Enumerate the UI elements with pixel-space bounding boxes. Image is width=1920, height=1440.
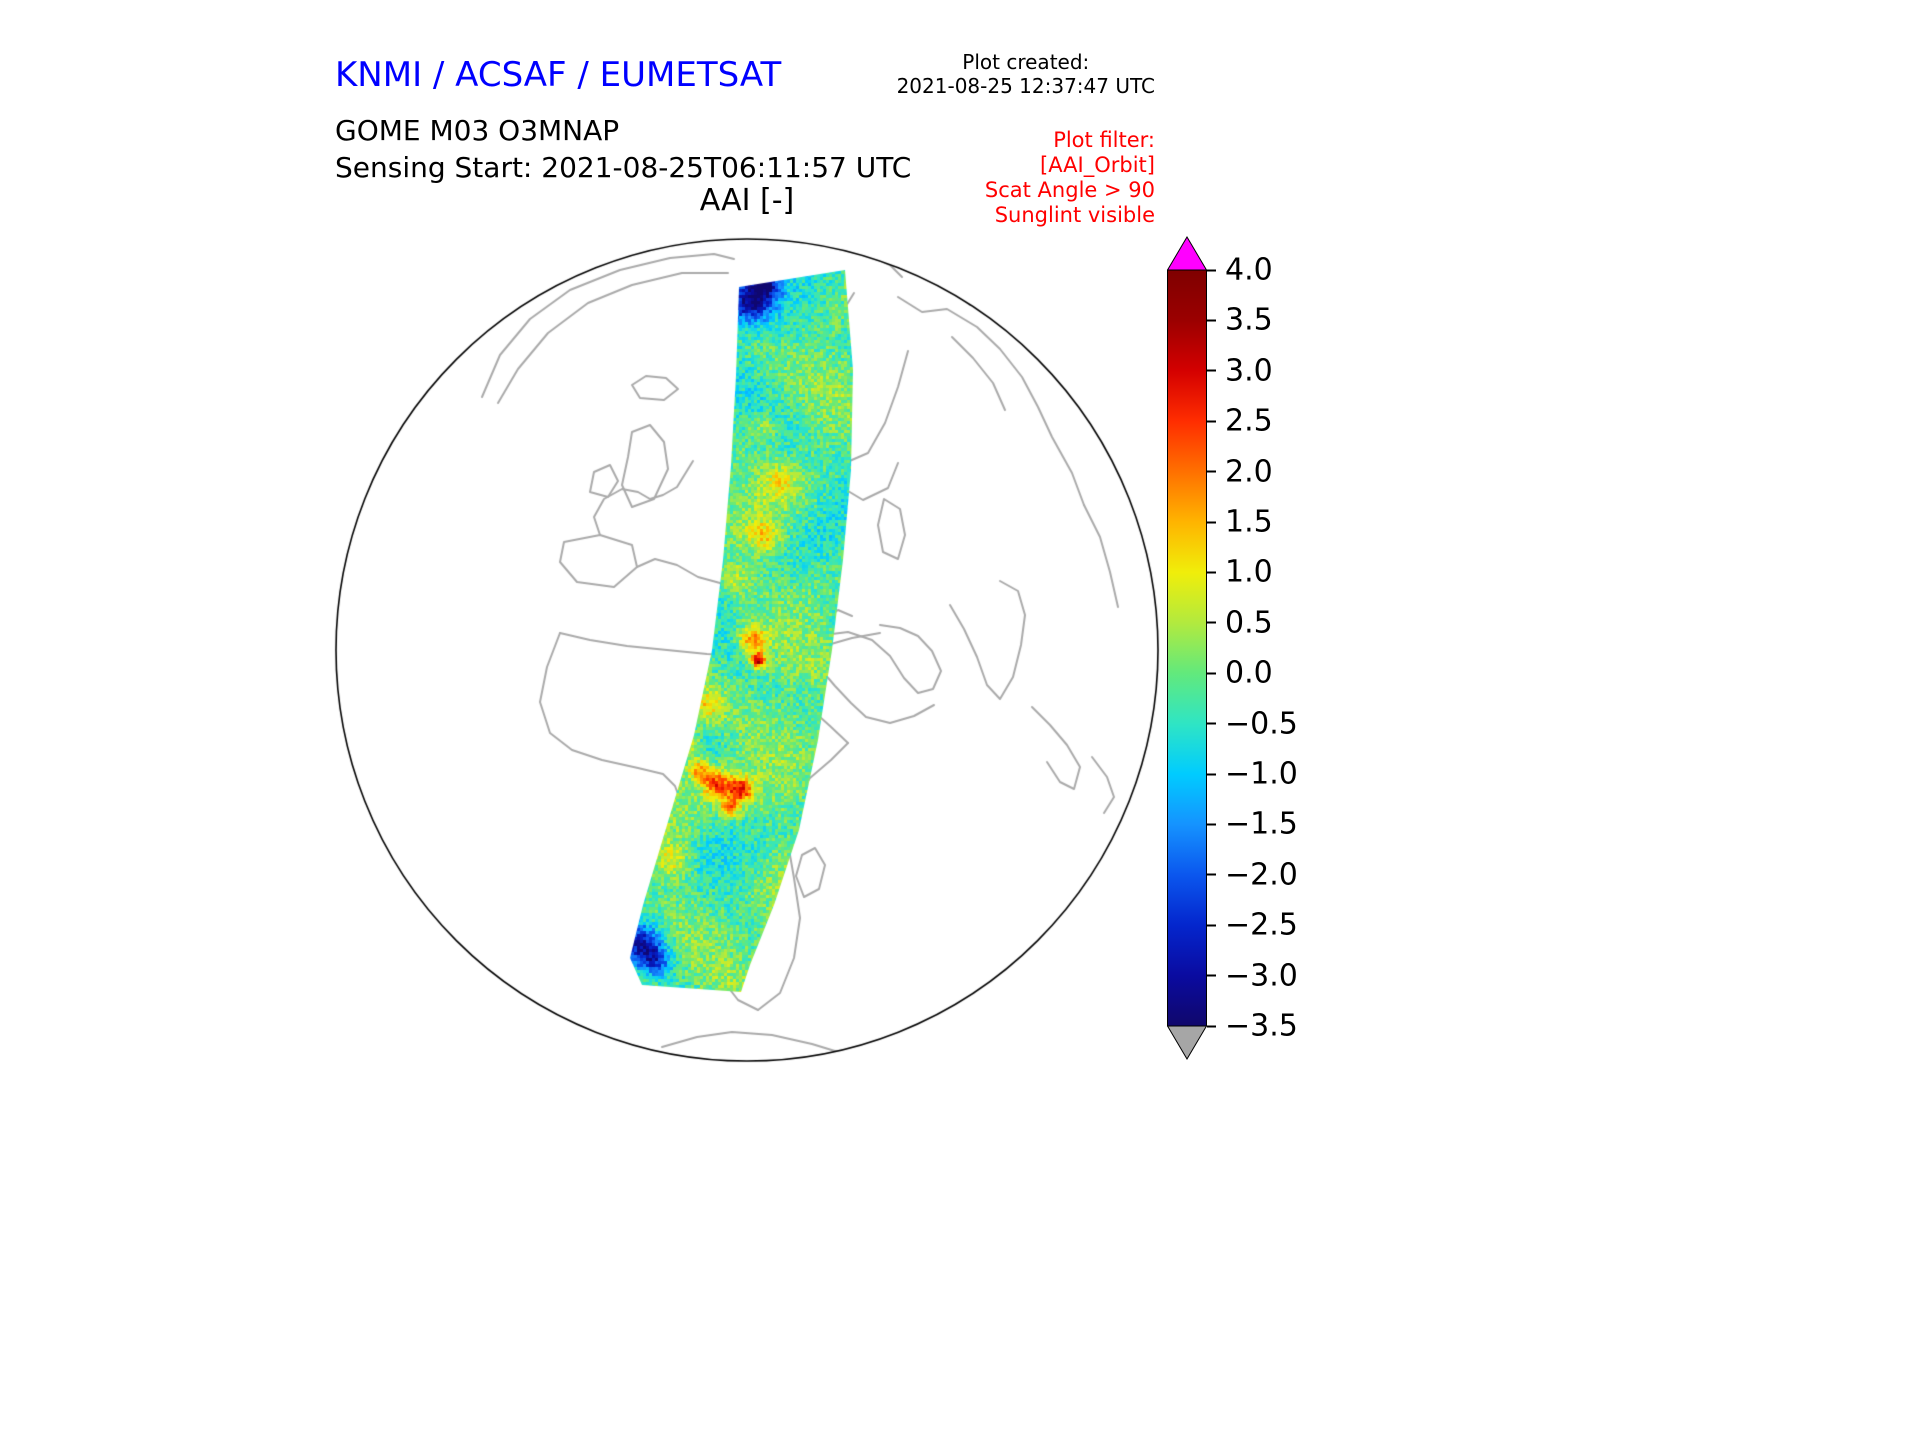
plot-filter-line: Plot filter: <box>1053 128 1155 152</box>
colorbar-tickmark <box>1207 672 1216 675</box>
colorbar-tickmark <box>1207 621 1216 624</box>
colorbar-tick-label: −3.5 <box>1225 1008 1298 1044</box>
colorbar-tickmark <box>1207 773 1216 775</box>
colorbar-tick: 0.5 <box>1207 605 1273 640</box>
colorbar-tick-label: 0.0 <box>1225 655 1273 691</box>
colorbar-tickmark <box>1207 722 1216 725</box>
colorbar-tick-label: 1.5 <box>1225 504 1273 540</box>
colorbar-tickmark <box>1207 571 1216 574</box>
product-title: GOME M03 O3MNAP <box>335 114 620 147</box>
colorbar-tickmark <box>1207 369 1216 372</box>
colorbar-tick-label: −3.0 <box>1225 958 1298 994</box>
colorbar-tick: −2.5 <box>1207 908 1298 943</box>
plot-filter-line: Sunglint visible <box>994 203 1155 227</box>
colorbar-tick: 0.0 <box>1207 656 1273 691</box>
plot-created: Plot created: 2021-08-25 12:37:47 UTC <box>897 50 1155 98</box>
colorbar-over-arrow <box>1167 236 1207 271</box>
colorbar-tickmark <box>1207 521 1216 523</box>
colorbar-tickmark <box>1207 823 1216 826</box>
colorbar-tick: 2.0 <box>1207 454 1273 489</box>
colorbar-tick: −1.0 <box>1207 757 1298 792</box>
colorbar-tickmark <box>1207 269 1216 271</box>
colorbar-tick: −3.5 <box>1207 1009 1298 1044</box>
colorbar-tick: −3.0 <box>1207 958 1298 993</box>
colorbar-tick: 2.5 <box>1207 404 1273 439</box>
map-title: AAI [-] <box>699 183 795 218</box>
colorbar <box>1167 236 1207 1060</box>
colorbar-gradient-bar <box>1167 269 1207 1027</box>
colorbar-tick: −0.5 <box>1207 706 1298 741</box>
colorbar-tick-label: 3.5 <box>1225 302 1273 338</box>
colorbar-tick-label: −2.0 <box>1225 857 1298 893</box>
colorbar-tick: 3.0 <box>1207 353 1273 388</box>
colorbar-tick-label: 2.0 <box>1225 454 1273 490</box>
colorbar-tick-label: 1.0 <box>1225 554 1273 590</box>
plot-filter-line: Scat Angle > 90 <box>984 178 1155 202</box>
colorbar-under-arrow <box>1167 1025 1207 1060</box>
plot-filter-line: [AAI_Orbit] <box>1040 153 1155 177</box>
colorbar-tick-label: −1.0 <box>1225 756 1298 792</box>
plot-filter: Plot filter: [AAI_Orbit] Scat Angle > 90 Su… <box>985 128 1155 228</box>
colorbar-tickmark <box>1207 319 1216 322</box>
sensing-start: Sensing Start: 2021-08-25T06:11:57 UTC <box>335 151 912 184</box>
colorbar-tickmark <box>1207 873 1216 876</box>
colorbar-tick: 1.5 <box>1207 505 1273 540</box>
colorbar-tick: 1.0 <box>1207 555 1273 590</box>
colorbar-tick-label: −0.5 <box>1225 706 1298 742</box>
plot-created-label: Plot created: <box>962 50 1090 74</box>
colorbar-tickmark <box>1207 470 1216 473</box>
agency-title: KNMI / ACSAF / EUMETSAT <box>335 55 782 95</box>
colorbar-tickmark <box>1207 924 1216 927</box>
colorbar-tick-label: −2.5 <box>1225 907 1298 943</box>
colorbar-tickmark <box>1207 1025 1216 1027</box>
colorbar-tick: 4.0 <box>1207 253 1273 288</box>
colorbar-tick: −1.5 <box>1207 807 1298 842</box>
plot-created-value: 2021-08-25 12:37:47 UTC <box>896 74 1155 98</box>
colorbar-tick: 3.5 <box>1207 303 1273 338</box>
colorbar-tick-label: −1.5 <box>1225 806 1298 842</box>
colorbar-tick-label: 3.0 <box>1225 353 1273 389</box>
colorbar-tick-label: 4.0 <box>1225 252 1273 288</box>
colorbar-tick-label: 2.5 <box>1225 403 1273 439</box>
colorbar-tickmark <box>1207 420 1216 423</box>
colorbar-tick: −2.0 <box>1207 857 1298 892</box>
globe-map <box>332 237 1162 1067</box>
colorbar-tick-label: 0.5 <box>1225 605 1273 641</box>
colorbar-tickmark <box>1207 974 1216 977</box>
